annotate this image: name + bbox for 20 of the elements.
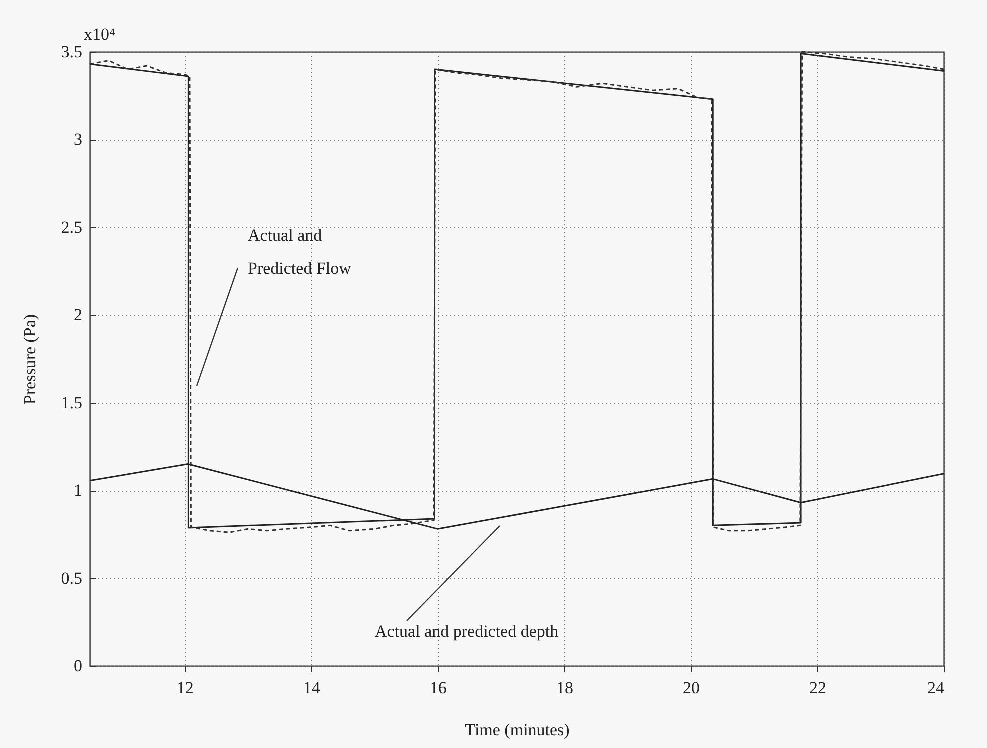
x-tick-label: 20 xyxy=(682,678,700,698)
annotation: Actual and Predicted Flow xyxy=(248,226,352,278)
y-axis-title: Pressure (Pa) xyxy=(20,314,40,405)
y-tick-label: 3 xyxy=(74,130,82,150)
y-tick-label: 0.5 xyxy=(61,568,82,588)
y-tick-label: 3.5 xyxy=(61,42,82,62)
y-tick-label: 1 xyxy=(74,481,82,500)
x-tick-label: 12 xyxy=(176,678,194,698)
y-tick-label: 2 xyxy=(74,306,82,325)
x-tick-label: 14 xyxy=(303,678,321,698)
x-tick-label: 24 xyxy=(928,678,945,698)
x-tick-label: 18 xyxy=(556,678,574,698)
y-tick-label: 1.5 xyxy=(61,393,82,412)
text: x10⁴ xyxy=(84,25,116,44)
annotation: Actual and predicted depth xyxy=(375,622,560,641)
x-tick-label: 16 xyxy=(430,678,447,698)
y-tick-label: 2.5 xyxy=(61,218,82,237)
x-tick-label: 22 xyxy=(809,678,826,698)
x-axis-title: Time (minutes) xyxy=(465,720,570,740)
y-tick-label: 0 xyxy=(74,656,82,676)
